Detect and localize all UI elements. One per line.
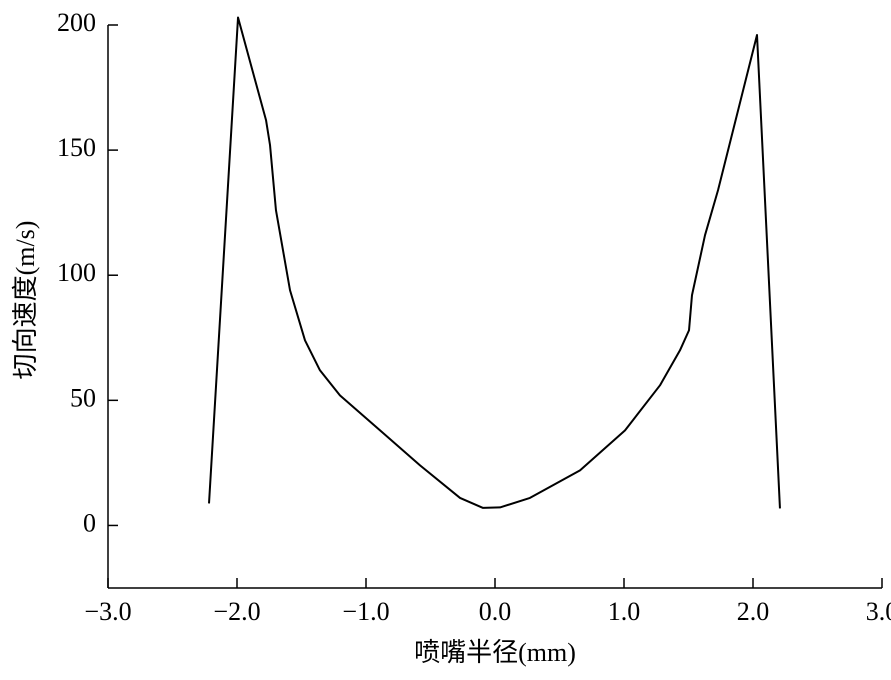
data-line — [208, 16, 781, 509]
x-tick-label: −3.0 — [84, 597, 131, 626]
x-tick-label: −2.0 — [213, 597, 260, 626]
x-tick-label: 0.0 — [479, 597, 512, 626]
y-tick-label: 50 — [70, 383, 96, 412]
y-tick-label: 100 — [57, 258, 96, 287]
x-tick-label: 1.0 — [608, 597, 641, 626]
y-tick-label: 0 — [83, 508, 96, 537]
x-tick-label: 3.0 — [866, 597, 891, 626]
x-tick-label: 2.0 — [737, 597, 770, 626]
y-tick-label: 200 — [57, 8, 96, 37]
y-axis-label: 切向速度(m/s) — [11, 221, 40, 380]
x-tick-label: −1.0 — [342, 597, 389, 626]
y-tick-label: 150 — [57, 133, 96, 162]
x-axis-label: 喷嘴半径(mm) — [414, 638, 576, 667]
